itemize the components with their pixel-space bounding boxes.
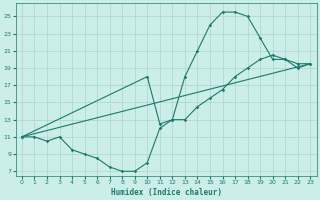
X-axis label: Humidex (Indice chaleur): Humidex (Indice chaleur) (111, 188, 221, 197)
